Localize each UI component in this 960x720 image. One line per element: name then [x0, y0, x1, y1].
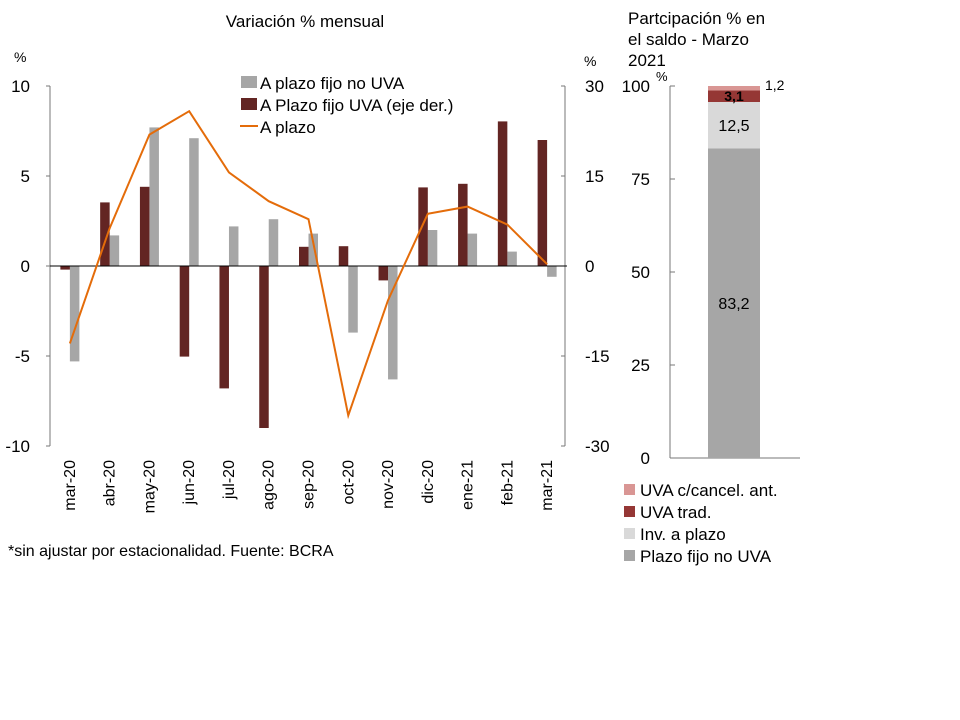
bar-no-uva — [69, 266, 80, 362]
x-tick-label: jul-20 — [221, 460, 238, 500]
left-tick-label: -5 — [15, 347, 30, 366]
x-tick-label: mar-21 — [539, 460, 556, 511]
x-tick-label: abr-20 — [102, 460, 119, 506]
right-chart-unit: % — [656, 69, 668, 84]
segment-label: 1,2 — [765, 77, 785, 93]
bar-uva — [179, 266, 190, 357]
bar-uva — [418, 187, 428, 266]
x-tick-label: mar-20 — [62, 460, 79, 511]
stack-tick-label: 100 — [622, 77, 650, 96]
right-chart-title-line: el saldo - Marzo — [628, 30, 749, 49]
stack-tick-label: 50 — [631, 263, 650, 282]
right-axis-unit: % — [584, 53, 596, 69]
bar-no-uva — [388, 266, 398, 380]
bar-uva — [259, 266, 269, 428]
legend-swatch — [624, 550, 635, 561]
legend-label: A Plazo fijo UVA (eje der.) — [260, 96, 453, 115]
left-tick-label: 0 — [21, 257, 30, 276]
x-tick-label: nov-20 — [380, 460, 397, 509]
right-tick-label: 30 — [585, 77, 604, 96]
bar-uva — [378, 266, 389, 281]
segment-label: 83,2 — [718, 296, 749, 313]
stack-segment — [708, 101, 760, 149]
x-tick-label: sep-20 — [301, 460, 318, 509]
stack-tick-label: 75 — [631, 170, 650, 189]
legend-label: UVA c/cancel. ant. — [640, 481, 778, 500]
bar-uva — [100, 202, 110, 266]
stack-segment — [708, 148, 760, 458]
legend-label: A plazo fijo no UVA — [260, 74, 405, 93]
bar-uva — [299, 246, 309, 266]
bar-no-uva — [109, 235, 120, 266]
right-chart-title-line: 2021 — [628, 51, 666, 70]
x-tick-label: oct-20 — [340, 460, 357, 505]
legend-swatch — [241, 98, 257, 110]
legend-label: Plazo fijo no UVA — [640, 547, 772, 566]
bar-no-uva — [308, 233, 318, 266]
x-tick-label: may-20 — [141, 460, 158, 513]
stack-segment — [708, 86, 760, 91]
legend-swatch — [624, 506, 635, 517]
legend-swatch — [624, 484, 635, 495]
left-tick-label: 10 — [11, 77, 30, 96]
legend-swatch — [241, 76, 257, 88]
right-tick-label: 0 — [585, 257, 594, 276]
left-tick-label: -10 — [5, 437, 30, 456]
x-tick-label: ago-20 — [261, 460, 278, 510]
x-tick-label: ene-21 — [460, 460, 477, 510]
left-tick-label: 5 — [21, 167, 30, 186]
legend-label: Inv. a plazo — [640, 525, 726, 544]
bar-uva — [338, 246, 349, 266]
right-tick-label: -30 — [585, 437, 610, 456]
right-tick-label: 15 — [585, 167, 604, 186]
bar-no-uva — [228, 226, 239, 266]
bar-uva — [537, 140, 548, 266]
footnote: *sin ajustar por estacionalidad. Fuente:… — [8, 543, 334, 560]
stack-tick-label: 25 — [631, 356, 650, 375]
right-tick-label: -15 — [585, 347, 610, 366]
bar-no-uva — [547, 266, 557, 277]
x-tick-label: feb-21 — [499, 460, 516, 505]
bar-uva — [497, 121, 508, 267]
segment-label: 12,5 — [718, 118, 749, 135]
bar-uva — [219, 266, 229, 389]
left-axis-unit: % — [14, 49, 26, 65]
stack-tick-label: 0 — [641, 449, 650, 468]
right-chart-title-line: Partcipación % en — [628, 9, 765, 28]
legend-swatch — [624, 528, 635, 539]
bar-no-uva — [427, 230, 438, 266]
bar-no-uva — [507, 251, 517, 266]
bar-uva — [458, 183, 468, 266]
stack-segment — [708, 90, 760, 102]
x-tick-label: dic-20 — [420, 460, 437, 504]
bar-no-uva — [268, 219, 279, 266]
bar-uva — [139, 186, 150, 266]
bar-no-uva — [467, 233, 478, 266]
legend-label: A plazo — [260, 118, 316, 137]
right-chart-title: Partcipación % en el saldo - Marzo 2021 — [628, 9, 765, 70]
left-chart-title: Variación % mensual — [226, 12, 384, 31]
bar-no-uva — [189, 138, 199, 266]
bar-uva — [60, 266, 70, 270]
legend-label: UVA trad. — [640, 503, 712, 522]
bar-no-uva — [149, 127, 159, 267]
x-tick-label: jun-20 — [181, 460, 198, 506]
segment-label: 3,1 — [724, 88, 744, 104]
bar-no-uva — [348, 266, 358, 333]
line-a-plazo — [68, 109, 548, 420]
